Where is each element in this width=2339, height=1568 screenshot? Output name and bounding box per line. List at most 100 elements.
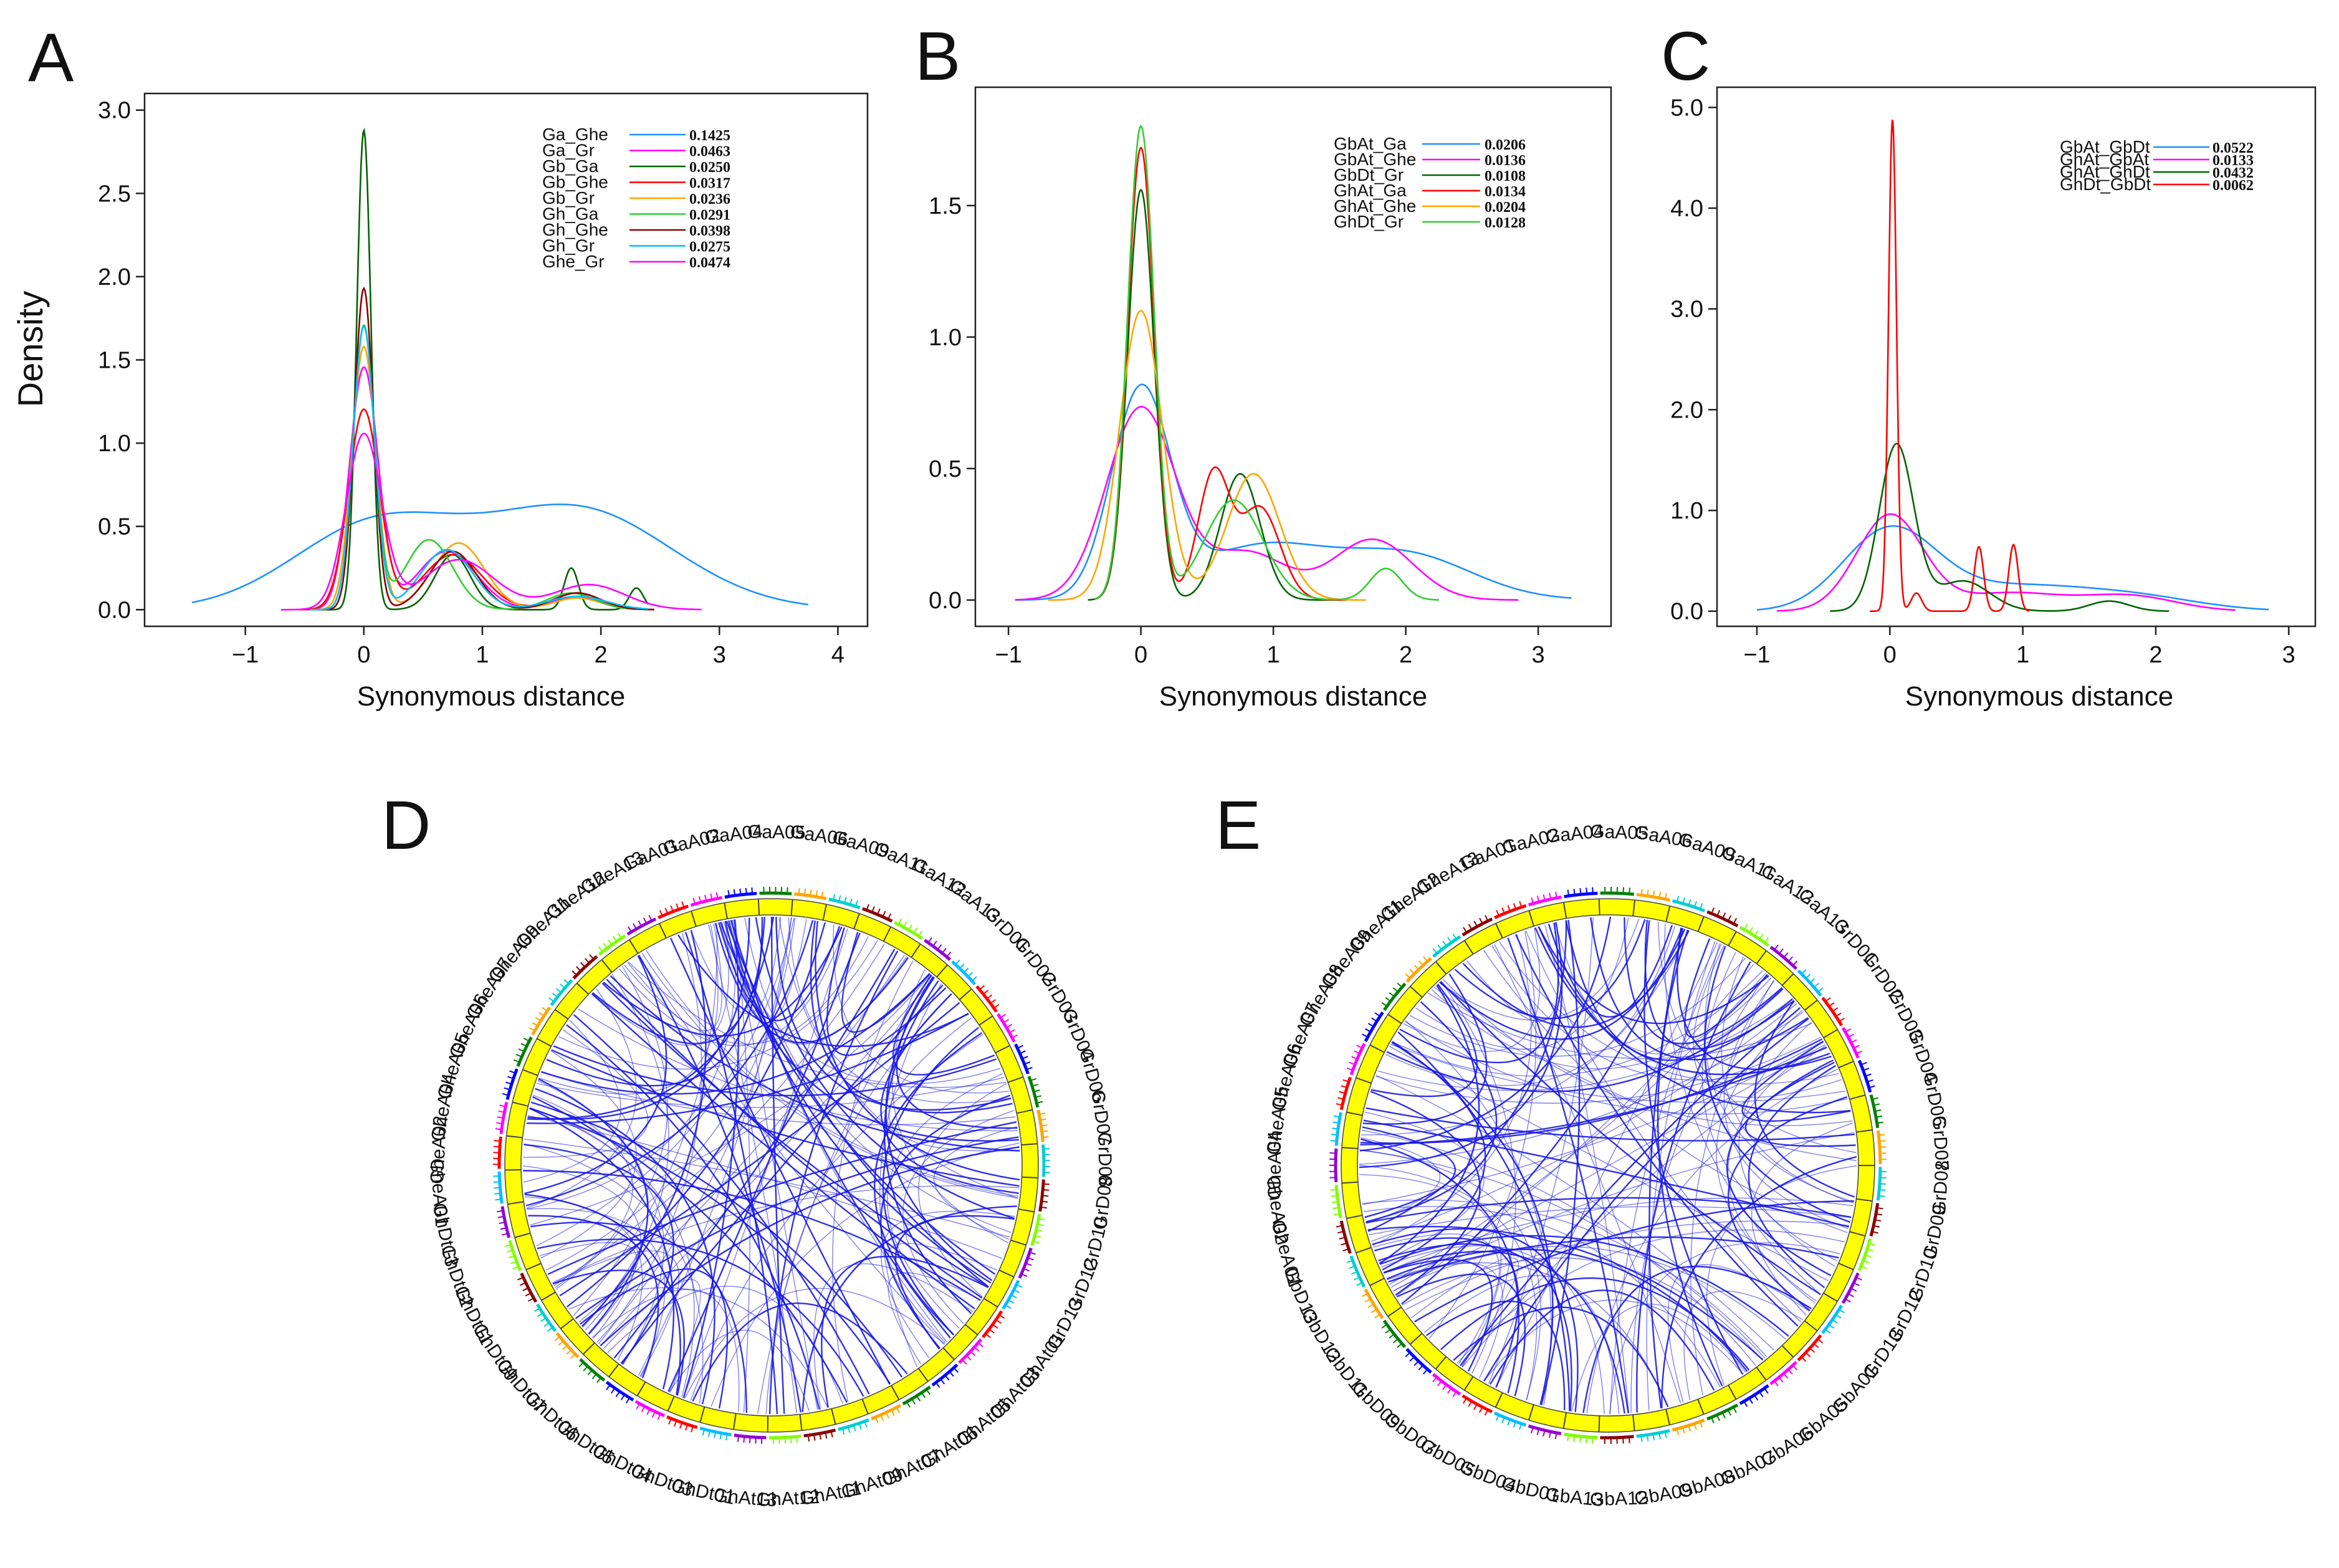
legend-value: 0.1425 xyxy=(689,128,730,144)
synteny-link xyxy=(1609,944,1722,1415)
scale-tick xyxy=(807,1435,810,1442)
chromosome-separator xyxy=(1804,1320,1818,1332)
synteny-link xyxy=(1754,1000,1855,1198)
chromosome-separator xyxy=(1665,906,1671,922)
scale-tick xyxy=(610,1387,616,1394)
chromosome-scale-arc xyxy=(499,1102,509,1134)
chromosome-separator xyxy=(1346,1111,1363,1116)
scale-tick xyxy=(1473,1403,1478,1410)
x-axis-label: Synonymous distance xyxy=(1905,681,2173,712)
synteny-link xyxy=(537,1077,1005,1108)
chromosome-separator xyxy=(1728,931,1737,947)
y-tick-label: 1.0 xyxy=(929,325,962,351)
scale-tick xyxy=(798,888,800,895)
synteny-link xyxy=(1704,943,1854,1203)
scale-tick xyxy=(566,1349,572,1355)
scale-tick xyxy=(560,983,566,989)
synteny-link xyxy=(547,1121,1017,1275)
scale-tick xyxy=(1337,1230,1344,1234)
synteny-link xyxy=(1442,978,1853,1126)
x-tick-label: −1 xyxy=(232,642,259,668)
scale-tick xyxy=(715,892,719,899)
scale-tick xyxy=(1865,1073,1872,1077)
scale-tick xyxy=(1688,1425,1691,1432)
chromosome-scale-arc xyxy=(1841,1272,1860,1304)
chromosome-scale-arc xyxy=(634,1400,666,1418)
synteny-link xyxy=(882,1026,979,1336)
scale-tick xyxy=(495,1198,502,1201)
chromosome-separator xyxy=(1781,1345,1794,1358)
chromosome-scale-arc xyxy=(861,907,893,923)
chromosome-scale-arc xyxy=(1769,1360,1797,1385)
synteny-link xyxy=(1375,1074,1775,1351)
series-line-gb_ga xyxy=(322,127,649,611)
scale-tick xyxy=(1829,1324,1835,1329)
scale-tick xyxy=(497,1215,504,1218)
scale-tick xyxy=(608,939,613,945)
legend-value: 0.0463 xyxy=(689,144,730,160)
scale-tick xyxy=(916,1395,921,1402)
chromosome-separator xyxy=(1781,973,1794,986)
chromosome-separator xyxy=(1346,1214,1363,1220)
synteny-link xyxy=(719,922,996,1275)
plot-frame xyxy=(143,92,869,628)
scale-tick xyxy=(1040,1118,1046,1121)
chromosome-separator xyxy=(1856,1129,1873,1133)
scale-tick xyxy=(1012,1034,1018,1039)
synteny-link xyxy=(1538,926,1851,1114)
scale-tick xyxy=(1364,1028,1371,1033)
synteny-link xyxy=(529,1107,665,1365)
chromosome-separator xyxy=(507,1201,524,1205)
series-line-ghat_ghe xyxy=(1048,310,1366,601)
scale-tick xyxy=(513,1059,520,1063)
scale-tick xyxy=(1835,1012,1842,1017)
chromosome-separator xyxy=(1756,950,1767,965)
scale-tick xyxy=(1513,1421,1516,1428)
scale-tick xyxy=(692,897,696,904)
scale-tick xyxy=(918,930,923,937)
chromosome-scale-arc xyxy=(1528,895,1562,907)
synteny-link xyxy=(528,1215,659,1379)
chromosome-separator xyxy=(512,1101,529,1107)
scale-tick xyxy=(977,1342,983,1347)
synteny-link xyxy=(1382,1041,1486,1271)
scale-tick xyxy=(572,970,577,976)
scale-tick xyxy=(1039,1112,1046,1116)
synteny-link xyxy=(690,1034,983,1401)
synteny-link xyxy=(682,919,740,1398)
synteny-link xyxy=(1372,934,1532,1246)
synteny-link xyxy=(1390,1044,1845,1103)
synteny-link xyxy=(527,916,775,1121)
scale-tick xyxy=(1462,1397,1467,1404)
plot-frame xyxy=(1716,86,2317,628)
scale-tick xyxy=(1473,920,1478,927)
synteny-link xyxy=(541,973,930,1095)
legend-value: 0.0108 xyxy=(1485,168,1526,184)
scale-tick xyxy=(1727,915,1732,922)
scale-tick xyxy=(1743,1401,1748,1407)
synteny-link xyxy=(730,919,951,1339)
scale-tick xyxy=(1567,1435,1569,1441)
legend-name: GbDt_Gr xyxy=(1334,165,1404,184)
scale-tick xyxy=(1409,968,1415,975)
plot-frame xyxy=(974,86,1612,628)
scale-tick xyxy=(1868,1242,1875,1246)
scale-tick xyxy=(1038,1218,1045,1221)
scale-tick xyxy=(906,1401,911,1408)
synteny-link xyxy=(1373,1233,1500,1365)
synteny-link xyxy=(1657,922,1857,1154)
chromosome-separator xyxy=(998,1269,1015,1278)
scale-tick xyxy=(821,891,824,898)
scale-tick xyxy=(1860,1061,1867,1066)
chromosome-scale-arc xyxy=(1563,1432,1598,1440)
scale-tick xyxy=(825,1432,828,1439)
scale-tick xyxy=(668,1418,672,1425)
synteny-link xyxy=(1460,1006,1801,1366)
chromosome-scale-arc xyxy=(1041,1144,1046,1177)
scale-tick xyxy=(1351,1056,1358,1060)
scale-tick xyxy=(1385,997,1391,1002)
scale-tick xyxy=(1664,892,1668,899)
scale-tick xyxy=(1792,1365,1798,1370)
chromosome-separator xyxy=(822,904,827,920)
ideogram-outline-inner xyxy=(520,914,1023,1417)
